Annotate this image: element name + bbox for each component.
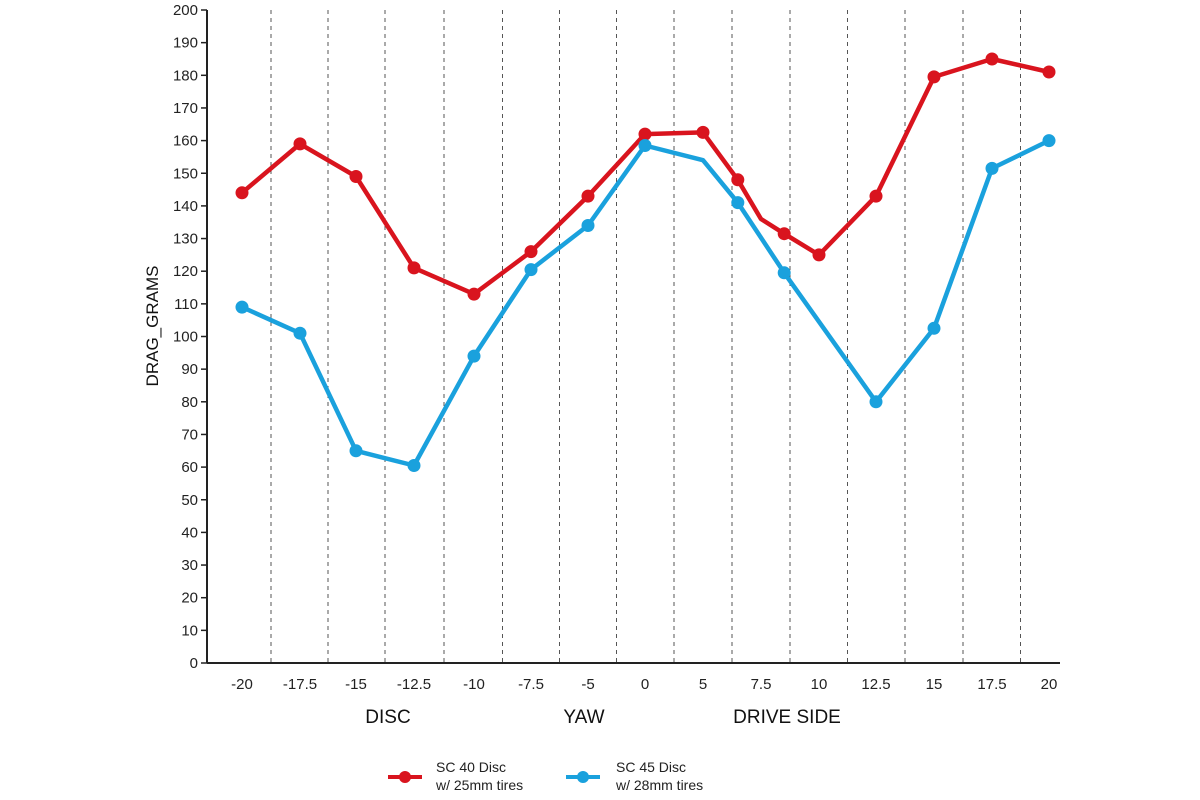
section-label-yaw: YAW xyxy=(563,707,604,728)
series-layer xyxy=(235,52,1056,472)
legend: SC 40 Disc w/ 25mm tires SC 45 Disc w/ 2… xyxy=(388,759,703,793)
x-tick-label-0: -20 xyxy=(231,676,253,693)
x-tick-label-9: 7.5 xyxy=(751,676,772,693)
x-tick-label-5: -7.5 xyxy=(518,676,544,693)
series-0-point-15 xyxy=(985,52,999,66)
y-tick-label-120: 120 xyxy=(173,263,198,280)
x-tick-label-1: -17.5 xyxy=(283,676,317,693)
legend-marker-sc40 xyxy=(399,771,411,783)
series-0-point-12 xyxy=(812,248,826,262)
grid-layer xyxy=(270,10,1021,663)
y-tick-label-90: 90 xyxy=(181,361,198,378)
x-tick-label-4: -10 xyxy=(463,676,485,693)
y-tick-label-100: 100 xyxy=(173,329,198,346)
section-label-disc: DISC xyxy=(365,707,410,728)
y-tick-label-20: 20 xyxy=(181,590,198,607)
series-0-point-14 xyxy=(927,70,941,84)
y-tick-label-150: 150 xyxy=(173,165,198,182)
series-1-point-1 xyxy=(293,326,307,340)
section-label-drive-side: DRIVE SIDE xyxy=(733,707,841,728)
y-tick-label-60: 60 xyxy=(181,459,198,476)
y-tick-label-70: 70 xyxy=(181,426,198,443)
x-tick-label-3: -12.5 xyxy=(397,676,431,693)
y-tick-label-0: 0 xyxy=(190,655,198,672)
x-tick-label-8: 5 xyxy=(699,676,707,693)
y-tick-label-10: 10 xyxy=(181,622,198,639)
series-0-point-5 xyxy=(524,245,538,259)
y-tick-label-80: 80 xyxy=(181,394,198,411)
legend-marker-sc45 xyxy=(577,771,589,783)
series-1-point-0 xyxy=(235,300,249,314)
series-0 xyxy=(235,52,1056,301)
y-axis-title: DRAG_GRAMS xyxy=(143,266,162,387)
y-tick-label-50: 50 xyxy=(181,492,198,509)
series-1-point-11 xyxy=(869,395,883,409)
series-0-point-7 xyxy=(638,127,652,141)
legend-label-sc45-line2: w/ 28mm tires xyxy=(615,777,703,793)
series-0-point-2 xyxy=(349,170,363,183)
y-tick-label-190: 190 xyxy=(173,35,198,52)
legend-label-sc40-line1: SC 40 Disc xyxy=(436,759,506,775)
y-tick-label-130: 130 xyxy=(173,231,198,248)
y-tick-label-30: 30 xyxy=(181,557,198,574)
y-tick-label-160: 160 xyxy=(173,133,198,150)
x-tick-label-10: 10 xyxy=(811,676,828,693)
y-tick-label-200: 200 xyxy=(173,2,198,19)
series-0-point-11 xyxy=(777,227,791,241)
series-1-point-9 xyxy=(731,196,745,210)
series-0-point-4 xyxy=(467,287,481,301)
x-tick-label-13: 17.5 xyxy=(977,676,1006,693)
legend-item-sc40: SC 40 Disc w/ 25mm tires xyxy=(388,759,523,793)
series-1-point-14 xyxy=(1042,134,1056,148)
series-line-0 xyxy=(239,56,1052,297)
series-1-point-13 xyxy=(985,161,999,175)
y-tick-label-40: 40 xyxy=(181,524,198,541)
series-1-point-6 xyxy=(581,219,595,232)
series-1 xyxy=(235,134,1056,472)
y-tick-label-110: 110 xyxy=(174,296,198,313)
series-0-point-0 xyxy=(235,186,249,200)
series-0-point-9 xyxy=(731,173,745,187)
series-0-point-1 xyxy=(293,137,307,151)
y-tick-label-180: 180 xyxy=(173,67,198,84)
series-1-point-7 xyxy=(638,139,652,152)
x-tick-label-11: 12.5 xyxy=(861,676,890,693)
series-0-point-13 xyxy=(869,189,883,203)
series-1-point-10 xyxy=(777,266,791,280)
x-tick-label-14: 20 xyxy=(1041,676,1058,693)
y-tick-label-170: 170 xyxy=(173,100,198,117)
series-1-point-12 xyxy=(927,321,941,335)
x-tick-label-6: -5 xyxy=(581,676,594,693)
x-tick-label-12: 15 xyxy=(926,676,943,693)
series-0-point-8 xyxy=(696,125,710,139)
series-0-point-16 xyxy=(1042,65,1056,79)
series-1-point-3 xyxy=(407,459,421,472)
legend-label-sc45-line1: SC 45 Disc xyxy=(616,759,686,775)
legend-label-sc40-line2: w/ 25mm tires xyxy=(435,777,523,793)
axes-layer xyxy=(206,10,1060,664)
series-0-point-6 xyxy=(581,189,595,203)
series-1-point-5 xyxy=(524,263,538,277)
series-1-point-2 xyxy=(349,444,363,458)
x-tick-label-2: -15 xyxy=(345,676,367,693)
series-1-point-4 xyxy=(467,349,481,363)
legend-item-sc45: SC 45 Disc w/ 28mm tires xyxy=(566,759,703,793)
x-tick-labels: -20 -17.5 -15 -12.5 -10 -7.5 -5 0 5 7.5 10 12.5 15 17… xyxy=(231,676,1057,693)
y-tick-labels: 0 10 20 30 40 50 60 70 80 90 100 110 120 130 140 150 160… xyxy=(173,2,207,672)
series-0-point-3 xyxy=(407,261,421,275)
x-tick-label-7: 0 xyxy=(641,676,649,693)
y-tick-label-140: 140 xyxy=(173,198,198,215)
